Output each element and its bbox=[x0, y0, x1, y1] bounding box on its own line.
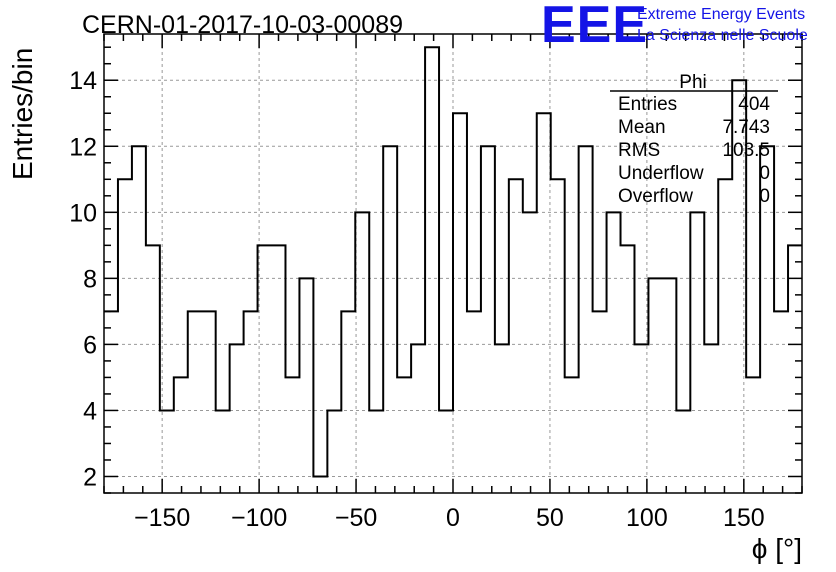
x-tick-label-4: 50 bbox=[536, 504, 564, 532]
stats-row-label-overflow: Overflow bbox=[618, 186, 693, 207]
y-tick-label-0: 2 bbox=[83, 463, 97, 491]
stats-box: Phi Entries 404 Mean 7.743 RMS 103.5 Underflow… bbox=[610, 72, 778, 207]
eee-logo: EEE Extreme Energy Events La Scienza nel… bbox=[541, 0, 808, 54]
x-axis-label: ϕ [°] bbox=[752, 533, 802, 564]
stats-row-value-underflow: 0 bbox=[759, 163, 770, 184]
y-tick-label-6: 14 bbox=[69, 67, 97, 95]
y-axis-label: Entries/bin bbox=[7, 48, 38, 180]
y-tick-label-3: 8 bbox=[83, 265, 97, 293]
stats-row-value-rms: 103.5 bbox=[722, 140, 770, 161]
y-tick-labels: 2 4 6 8 10 12 14 bbox=[69, 67, 97, 491]
eee-logo-line2: La Scienza nelle Scuole bbox=[637, 27, 808, 44]
stats-row-label-rms: RMS bbox=[618, 140, 660, 161]
y-tick-label-1: 4 bbox=[83, 397, 97, 425]
chart-title: CERN-01-2017-10-03-00089 bbox=[82, 11, 403, 39]
stats-row-label-mean: Mean bbox=[618, 117, 666, 138]
eee-logo-mark: EEE bbox=[541, 0, 648, 54]
stats-row-value-entries: 404 bbox=[738, 94, 770, 115]
stats-row-value-overflow: 0 bbox=[759, 186, 770, 207]
stats-row-label-underflow: Underflow bbox=[618, 163, 704, 184]
x-tick-label-3: 0 bbox=[446, 504, 460, 532]
x-tick-label-5: 100 bbox=[626, 504, 668, 532]
stats-box-title: Phi bbox=[679, 72, 706, 93]
axis-ticks bbox=[103, 34, 803, 494]
x-tick-label-0: −150 bbox=[134, 504, 190, 532]
y-tick-label-5: 12 bbox=[69, 133, 97, 161]
histogram-series-phi bbox=[104, 46, 802, 478]
x-tick-label-1: −100 bbox=[231, 504, 287, 532]
y-tick-label-4: 10 bbox=[69, 199, 97, 227]
eee-logo-line1: Extreme Energy Events bbox=[637, 6, 805, 23]
stats-row-value-mean: 7.743 bbox=[722, 117, 770, 138]
stats-row-label-entries: Entries bbox=[618, 94, 677, 115]
x-tick-labels: −150 −100 −50 0 50 100 150 bbox=[134, 504, 765, 532]
stats-box-rows: Entries 404 Mean 7.743 RMS 103.5 Underflow 0 Ove… bbox=[618, 94, 770, 207]
y-tick-label-2: 6 bbox=[83, 331, 97, 359]
x-tick-label-6: 150 bbox=[723, 504, 765, 532]
x-tick-label-2: −50 bbox=[335, 504, 377, 532]
